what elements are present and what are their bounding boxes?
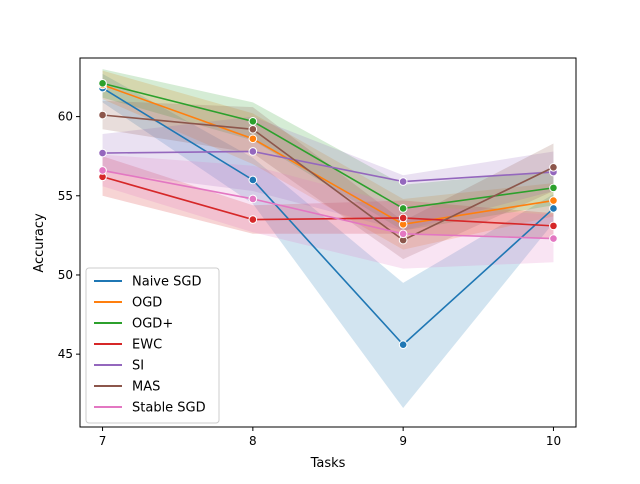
point-series-4-x8	[248, 147, 258, 156]
line-series-4	[102, 150, 554, 183]
point-series-1-x10	[549, 196, 558, 205]
x-axis-label: Tasks	[310, 456, 346, 471]
point-series-3-x9	[398, 213, 408, 223]
legend-label: MAS	[132, 380, 160, 395]
point-series-4-x7	[98, 148, 107, 158]
point-series-5-x10	[549, 162, 558, 172]
point-series-5-x8	[248, 124, 258, 134]
series-lines	[102, 82, 554, 346]
legend-label: OGD	[132, 296, 162, 311]
y-tick-label: 60	[58, 110, 73, 124]
legend: Naive SGD OGD OGD+ EWC SI MAS Stable SGD	[85, 267, 220, 424]
point-series-0-x8	[248, 175, 258, 185]
legend-label: OGD+	[132, 317, 173, 332]
x-axis-ticks: 7 8 9 10	[99, 427, 561, 448]
plot-area-frame	[79, 57, 577, 428]
point-series-3-x8	[248, 215, 258, 224]
point-series-1-x8	[248, 134, 258, 144]
line-series-3	[102, 176, 554, 227]
band-series-4	[102, 116, 554, 231]
point-series-5-x7	[98, 110, 107, 120]
point-series-6-x10	[549, 234, 558, 243]
legend-label: EWC	[132, 338, 162, 353]
point-series-0-x9	[398, 340, 408, 349]
band-series-6	[102, 154, 554, 269]
point-series-2-x8	[248, 117, 258, 126]
x-tick-label: 10	[546, 434, 561, 448]
point-series-6-x7	[98, 166, 107, 175]
legend-box	[85, 267, 220, 424]
line-series-0	[102, 87, 554, 346]
y-axis-label: Accuracy	[32, 213, 47, 273]
point-series-6-x9	[398, 229, 408, 239]
legend-label: Stable SGD	[132, 401, 206, 416]
x-tick-label: 9	[399, 434, 407, 448]
line-series-6	[102, 169, 554, 240]
point-series-2-x7	[98, 79, 107, 88]
band-series-1	[102, 70, 554, 250]
line-series-5	[102, 114, 554, 242]
point-series-2-x9	[398, 204, 408, 213]
line-series-2	[102, 82, 554, 210]
point-series-0-x10	[549, 204, 558, 213]
y-axis-ticks: 45 50 55 60	[58, 110, 80, 361]
point-series-4-x9	[398, 177, 408, 186]
legend-label: SI	[132, 359, 144, 374]
legend-label: Naive SGD	[132, 275, 201, 290]
x-tick-label: 7	[99, 434, 107, 448]
y-tick-label: 50	[58, 268, 73, 282]
point-series-3-x10	[549, 221, 558, 231]
line-series-1	[102, 84, 554, 226]
y-tick-label: 55	[58, 189, 73, 203]
point-series-2-x10	[549, 183, 558, 193]
point-series-6-x8	[248, 194, 258, 204]
y-tick-label: 45	[58, 347, 73, 361]
x-tick-label: 8	[249, 434, 257, 448]
band-series-2	[102, 69, 554, 231]
series-markers	[98, 79, 558, 349]
